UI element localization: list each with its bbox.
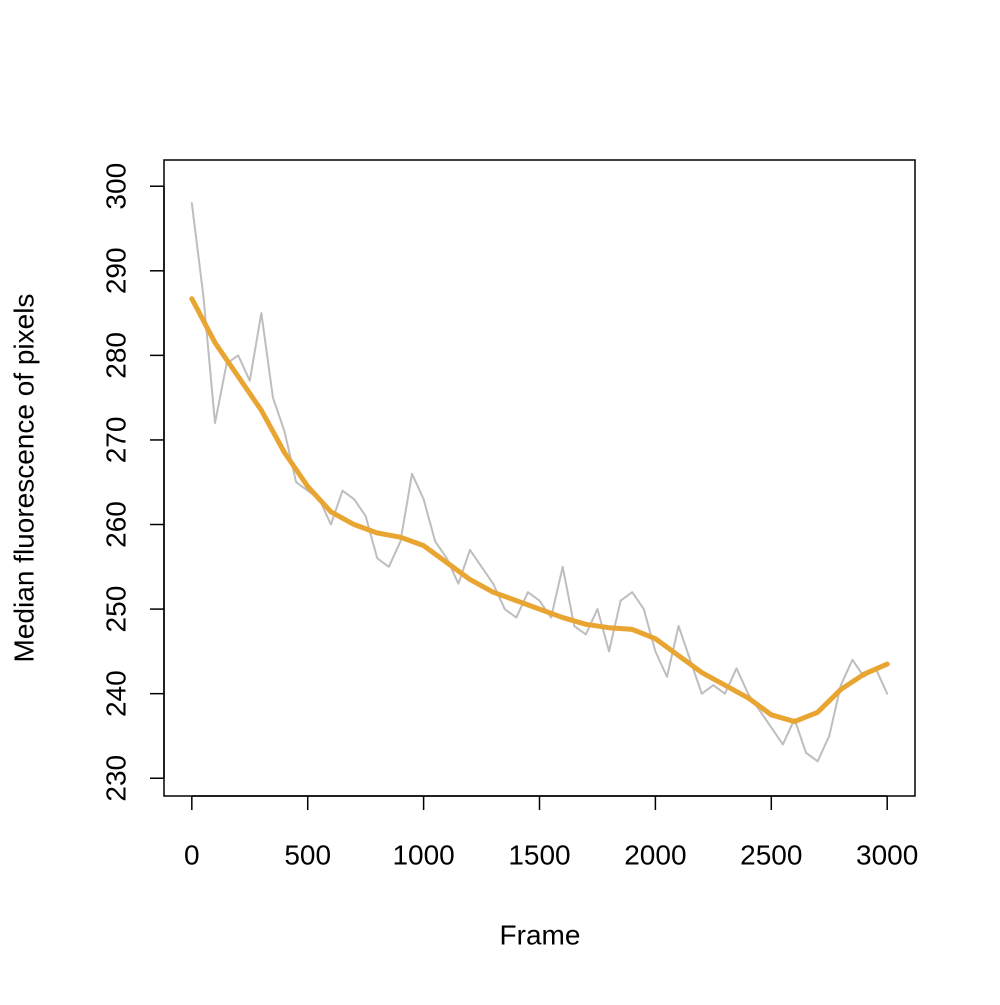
y-tick-label: 260: [100, 501, 131, 548]
y-tick-label: 240: [100, 670, 131, 717]
y-tick-label: 270: [100, 417, 131, 464]
y-tick-label: 300: [100, 163, 131, 210]
y-axis-label: Median fluorescence of pixels: [8, 294, 39, 663]
y-tick-label: 280: [100, 332, 131, 379]
x-tick-label: 1000: [392, 839, 454, 870]
x-tick-label: 0: [184, 839, 200, 870]
y-tick-label: 250: [100, 586, 131, 633]
y-tick-label: 230: [100, 755, 131, 802]
data-line: [190, 202, 889, 763]
plot-box: [163, 159, 916, 797]
x-tick-label: 2000: [624, 839, 686, 870]
data-line: [189, 296, 890, 725]
x-tick-label: 500: [284, 839, 331, 870]
y-tick-label: 290: [100, 247, 131, 294]
x-tick-label: 3000: [856, 839, 918, 870]
x-tick-label: 1500: [508, 839, 570, 870]
x-axis-label: Frame: [500, 919, 581, 950]
x-tick-label: 2500: [740, 839, 802, 870]
